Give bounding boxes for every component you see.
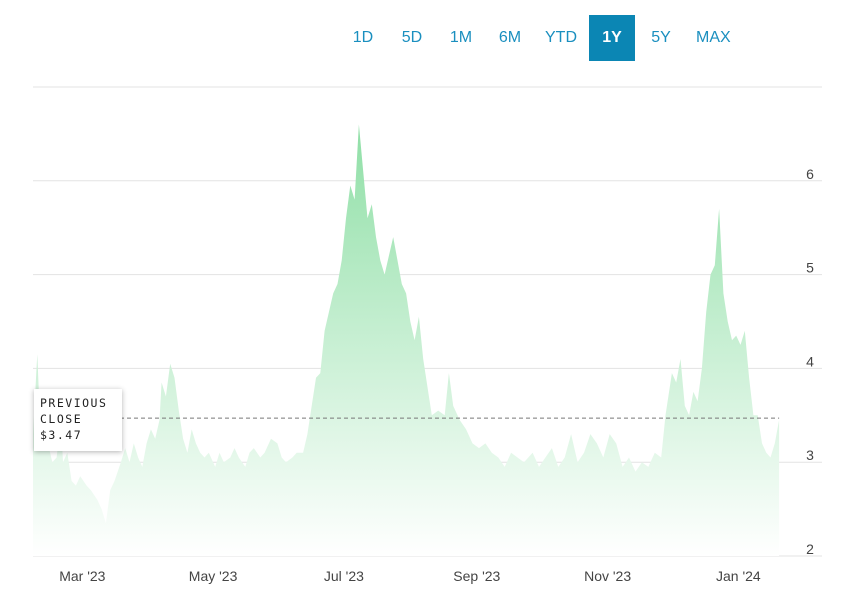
y-tick-label: 6 bbox=[806, 166, 814, 182]
range-button-1y[interactable]: 1Y bbox=[589, 15, 635, 61]
y-tick-label: 2 bbox=[806, 541, 814, 557]
range-button-5y[interactable]: 5Y bbox=[651, 29, 671, 46]
previous-close-label: PREVIOUS CLOSE $3.47 bbox=[34, 389, 122, 451]
range-button-1m[interactable]: 1M bbox=[449, 29, 473, 46]
range-button-1d[interactable]: 1D bbox=[352, 29, 374, 46]
y-axis-ticks: 2 3 4 5 6 bbox=[806, 166, 814, 557]
previous-close-title-line2: CLOSE bbox=[40, 412, 83, 426]
y-tick-label: 3 bbox=[806, 447, 814, 463]
x-axis-ticks: Mar '23 May '23 Jul '23 Sep '23 Nov '23 Jan '… bbox=[59, 568, 761, 584]
x-tick-label: Jan '24 bbox=[716, 568, 761, 584]
y-tick-label: 5 bbox=[806, 260, 814, 276]
x-tick-label: Nov '23 bbox=[584, 568, 631, 584]
x-tick-label: Sep '23 bbox=[453, 568, 500, 584]
price-area bbox=[33, 124, 780, 556]
previous-close-value: $3.47 bbox=[40, 428, 83, 442]
range-button-ytd[interactable]: YTD bbox=[545, 29, 577, 46]
range-button-6m[interactable]: 6M bbox=[498, 29, 522, 46]
x-tick-label: Jul '23 bbox=[324, 568, 364, 584]
range-button-5d[interactable]: 5D bbox=[401, 29, 423, 46]
x-tick-label: May '23 bbox=[189, 568, 238, 584]
previous-close-title-line1: PREVIOUS bbox=[40, 396, 108, 410]
range-selector: 1D 5D 1M 6M YTD 1Y 5Y MAX bbox=[340, 15, 743, 61]
x-tick-label: Mar '23 bbox=[59, 568, 105, 584]
y-tick-label: 4 bbox=[806, 353, 814, 369]
range-button-max[interactable]: MAX bbox=[696, 29, 731, 46]
